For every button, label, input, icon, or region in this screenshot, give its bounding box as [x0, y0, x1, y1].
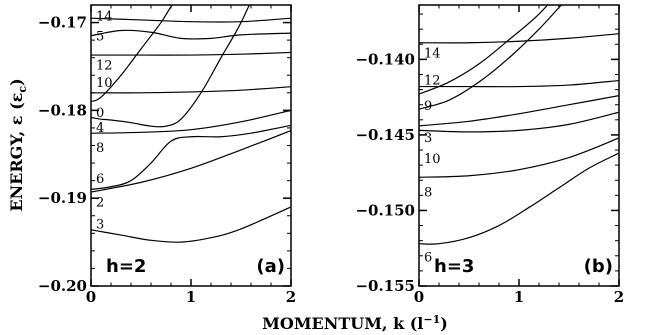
curve-12	[91, 51, 291, 56]
curve-label-14: 14	[96, 9, 113, 24]
panel-a-label: (a)	[256, 256, 285, 277]
curve-4	[91, 5, 250, 128]
curve-label-8: 8	[96, 141, 104, 156]
panel-b-ticks: 0 1 2−0.140−0.145−0.150−0.155	[355, 5, 624, 306]
curve-label-5: 5	[96, 30, 104, 45]
curve-9a	[419, 5, 549, 95]
curve-6	[91, 124, 291, 191]
curve-label-10: 10	[96, 76, 113, 91]
curve-3	[91, 206, 291, 243]
curve-label-8: 8	[424, 185, 432, 200]
panel-a-curve-labels: 14 5 12 10 04 8 6 2 3	[96, 9, 113, 232]
panel-a-annotation: h=2	[106, 256, 146, 277]
panel-b-frame	[418, 4, 620, 287]
curve-label-3: 3	[96, 218, 104, 233]
curve-label-14: 14	[424, 46, 441, 61]
curve-label-6: 6	[96, 172, 104, 187]
y-tick-label: −0.150	[355, 201, 415, 219]
panel-a-ticks: 0 1 2−0.17−0.18−0.19−0.20	[38, 4, 296, 306]
curve-0	[91, 5, 173, 103]
curve-label-6: 6	[424, 250, 432, 265]
panel-b-label: (b)	[584, 256, 613, 277]
panel-a-curves	[91, 5, 291, 243]
y-tick-label: −0.140	[355, 50, 415, 68]
curve-label-12: 12	[424, 74, 441, 89]
y-axis-title: ENERGY, ε (εc)	[7, 78, 29, 211]
curve-label-12: 12	[96, 59, 113, 74]
curve-label-2: 2	[96, 196, 104, 211]
panel-b-curves	[419, 5, 619, 245]
curve-5	[91, 29, 291, 40]
x-tick-label: 2	[614, 288, 624, 306]
curve-9	[419, 5, 563, 110]
x-axis-title: MOMENTUM, k (l−1)	[262, 313, 448, 333]
curve-label-0: 0	[96, 106, 104, 121]
curve-8	[419, 137, 619, 178]
curve-12	[419, 79, 619, 88]
y-tick-label: −0.155	[355, 277, 415, 295]
curve-label-3: 3	[424, 131, 432, 146]
x-tick-label: 0	[414, 288, 424, 306]
curve-label-9: 9	[424, 99, 432, 114]
curve-3	[419, 95, 619, 127]
y-tick-label: −0.17	[38, 14, 87, 32]
curve-6	[419, 152, 619, 245]
curve-2	[91, 130, 291, 193]
curve-label-10: 10	[424, 152, 441, 167]
x-tick-label: 0	[86, 288, 96, 306]
y-tick-label: −0.18	[38, 101, 87, 119]
panel-b-curve-labels: 14 12 9 3 10 8 6	[424, 46, 441, 265]
y-tick-label: −0.145	[355, 126, 415, 144]
x-tick-label: 2	[286, 288, 296, 306]
x-tick-label: 1	[514, 288, 524, 306]
y-tick-label: −0.19	[38, 189, 87, 207]
curve-8	[91, 109, 291, 134]
curve-10	[91, 86, 291, 94]
curve-10	[419, 111, 619, 133]
panel-a-frame	[90, 4, 292, 287]
panel-b-annotation: h=3	[434, 256, 474, 277]
curve-14	[419, 33, 619, 44]
curve-label-4: 4	[96, 121, 104, 136]
y-tick-label: −0.20	[38, 277, 87, 295]
x-tick-label: 1	[186, 288, 196, 306]
curve-14	[91, 17, 291, 23]
